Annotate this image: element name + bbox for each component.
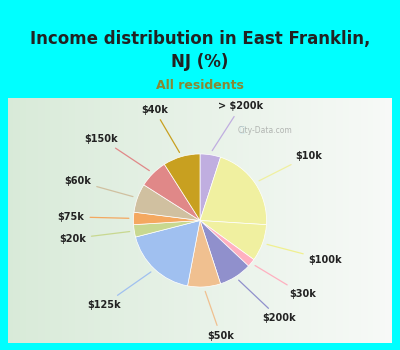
Wedge shape	[200, 220, 248, 284]
Text: $50k: $50k	[205, 291, 234, 341]
Text: 🌐: 🌐	[239, 126, 244, 135]
Wedge shape	[164, 154, 200, 220]
Text: $125k: $125k	[87, 272, 151, 310]
Text: $100k: $100k	[267, 244, 342, 265]
Wedge shape	[200, 220, 254, 266]
Text: $30k: $30k	[255, 266, 316, 299]
Wedge shape	[144, 164, 200, 220]
Text: $40k: $40k	[141, 105, 180, 153]
Text: > $200k: > $200k	[212, 102, 263, 150]
Text: $60k: $60k	[64, 176, 133, 197]
Text: $200k: $200k	[239, 280, 296, 323]
Text: All residents: All residents	[156, 79, 244, 92]
Wedge shape	[188, 220, 220, 287]
Text: $75k: $75k	[58, 212, 129, 222]
Wedge shape	[136, 220, 200, 286]
Wedge shape	[200, 157, 266, 225]
Text: $150k: $150k	[85, 134, 149, 170]
Wedge shape	[200, 154, 220, 220]
Wedge shape	[200, 220, 266, 260]
Wedge shape	[134, 185, 200, 220]
Text: Income distribution in East Franklin,
NJ (%): Income distribution in East Franklin, NJ…	[30, 30, 370, 71]
Text: $20k: $20k	[59, 232, 130, 244]
Text: $10k: $10k	[259, 150, 322, 181]
Wedge shape	[134, 220, 200, 237]
Wedge shape	[134, 212, 200, 225]
Text: City-Data.com: City-Data.com	[237, 126, 292, 135]
